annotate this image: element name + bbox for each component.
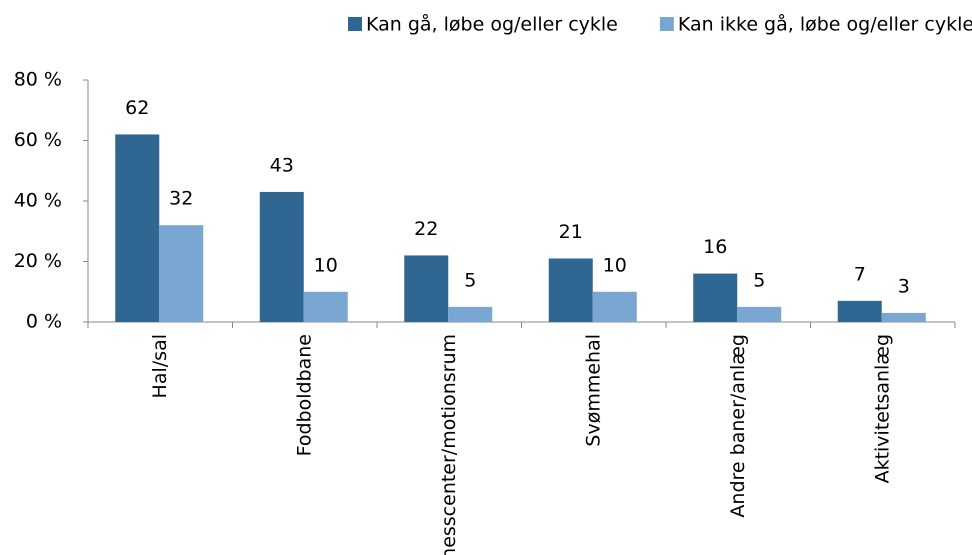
bar	[693, 273, 738, 322]
bar	[303, 291, 348, 322]
bar	[159, 225, 204, 322]
legend-label: Kan ikke gå, løbe og/eller cykle	[678, 13, 972, 36]
bar	[448, 306, 493, 322]
legend-swatch	[659, 17, 674, 31]
value-label: 62	[125, 97, 149, 119]
value-label: 5	[464, 269, 476, 291]
y-tick-label: 80 %	[14, 69, 62, 91]
bar	[259, 191, 304, 322]
bar	[404, 255, 449, 322]
bar	[837, 300, 882, 322]
value-label: 5	[753, 269, 765, 291]
value-label: 10	[603, 254, 627, 276]
y-tick-label: 0 %	[26, 311, 62, 333]
y-tick-label: 20 %	[14, 250, 62, 272]
x-tick-label: Andre baner/anlæg	[727, 334, 749, 518]
legend-label: Kan gå, løbe og/eller cykle	[366, 13, 618, 36]
bar	[548, 258, 593, 322]
value-label: 16	[703, 236, 727, 258]
value-label: 43	[270, 154, 294, 176]
x-tick-label: Fodboldbane	[293, 334, 315, 456]
value-label: 10	[314, 254, 338, 276]
x-tick-label: Fitnesscenter/motionsrum	[438, 334, 460, 555]
legend-swatch	[348, 17, 362, 31]
value-label: 21	[559, 221, 583, 243]
y-tick-label: 60 %	[14, 129, 62, 151]
value-label: 3	[898, 275, 910, 297]
value-label: 22	[414, 218, 438, 240]
bar	[115, 134, 160, 322]
y-tick-label: 40 %	[14, 190, 62, 212]
value-label: 32	[169, 188, 193, 210]
x-tick-label: Hal/sal	[149, 334, 171, 398]
value-label: 7	[854, 263, 866, 285]
x-tick-label: Aktivitetsanlæg	[871, 334, 893, 483]
bar	[592, 291, 637, 322]
bar	[881, 312, 926, 322]
bar	[737, 306, 782, 322]
x-tick-label: Svømmehal	[582, 334, 604, 447]
